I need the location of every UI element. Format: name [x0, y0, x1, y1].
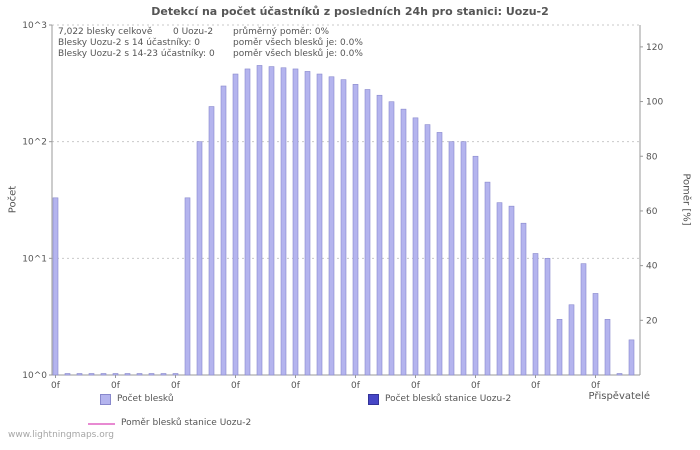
- right-tick-label: 80: [646, 152, 658, 162]
- bar: [136, 373, 143, 376]
- x-tick-label: 0f: [471, 381, 481, 391]
- annotation-average-ratio: průměrný poměr: 0%: [233, 27, 330, 37]
- bar: [244, 68, 251, 376]
- right-tick-label: 40: [646, 262, 658, 272]
- bar: [616, 373, 623, 376]
- legend-swatch-station-strikes: [368, 394, 379, 405]
- annotation-total-strikes: 7,022 blesky celkově: [58, 27, 153, 37]
- bar: [64, 373, 71, 376]
- bar: [100, 373, 107, 376]
- x-tick-label: 0f: [531, 381, 541, 391]
- x-tick-label: 0f: [591, 381, 601, 391]
- bar: [124, 373, 131, 376]
- bar: [280, 67, 287, 376]
- x-tick-label: 0f: [111, 381, 121, 391]
- bar: [196, 141, 203, 376]
- left-tick-label: 10^3: [22, 21, 47, 31]
- bar: [184, 197, 191, 376]
- bar: [172, 373, 179, 376]
- bar: [256, 65, 263, 376]
- bar: [268, 66, 275, 376]
- left-tick-label: 10^1: [22, 254, 47, 264]
- legend-line-station-ratio: [88, 423, 115, 425]
- annotation-station-strikes: 0 Uozu-2: [173, 27, 214, 37]
- bar: [208, 106, 215, 376]
- watermark: www.lightningmaps.org: [8, 430, 114, 440]
- bar: [364, 89, 371, 376]
- y-axis-label-right: Poměr [%]: [680, 173, 692, 226]
- bar: [352, 84, 359, 376]
- annotation-line2-right: poměr všech blesků je: 0.0%: [233, 38, 363, 48]
- x-tick-label: 0f: [51, 381, 61, 391]
- bar: [496, 202, 503, 376]
- bar: [316, 73, 323, 376]
- bar: [340, 79, 347, 376]
- bar: [220, 85, 227, 376]
- bar: [160, 373, 167, 376]
- right-tick-label: 100: [646, 98, 663, 108]
- bar: [532, 253, 539, 376]
- bar: [400, 108, 407, 376]
- bar: [76, 373, 83, 376]
- bar: [88, 373, 95, 376]
- x-tick-label: 0f: [411, 381, 421, 391]
- bar: [52, 197, 59, 376]
- bar: [568, 304, 575, 376]
- annotation-line-1: 7,022 blesky celkově 0 Uozu-2 průměrný p…: [58, 27, 478, 38]
- bar: [604, 319, 611, 376]
- right-tick-label: 20: [646, 316, 658, 326]
- bar: [436, 132, 443, 376]
- bar: [628, 339, 635, 376]
- right-tick-label: 120: [646, 43, 663, 53]
- bar: [556, 319, 563, 376]
- y-axis-label-left: Počet: [7, 185, 19, 214]
- bar: [292, 68, 299, 376]
- bar: [484, 181, 491, 376]
- left-tick-label: 10^0: [22, 371, 47, 381]
- legend-label-station-ratio: Poměr blesků stanice Uozu-2: [121, 418, 252, 428]
- bar: [520, 222, 527, 376]
- annotation-line-3: Blesky Uozu-2 s 14-23 účastníky: 0 poměr…: [58, 49, 478, 60]
- annotation-line2-left: Blesky Uozu-2 s 14 účastníky: 0: [58, 38, 200, 48]
- bar: [592, 293, 599, 376]
- bar: [328, 76, 335, 376]
- bar: [376, 94, 383, 376]
- bar: [508, 205, 515, 376]
- x-tick-label: 0f: [231, 381, 241, 391]
- legend-label-total-strikes: Počet blesků: [117, 394, 174, 404]
- annotation-line3-right: poměr všech blesků je: 0.0%: [233, 49, 363, 59]
- bar: [448, 141, 455, 376]
- annotation-line-2: Blesky Uozu-2 s 14 účastníky: 0 poměr vš…: [58, 38, 478, 49]
- chart-title: Detekcí na počet účastníků z posledních …: [151, 5, 549, 18]
- bar: [412, 117, 419, 376]
- bar: [112, 373, 119, 376]
- bar: [232, 73, 239, 376]
- annotation-line3-left: Blesky Uozu-2 s 14-23 účastníky: 0: [58, 49, 215, 59]
- x-axis-label: Přispěvatelé: [588, 391, 650, 402]
- bar: [544, 258, 551, 376]
- bar: [148, 373, 155, 376]
- legend-label-station-strikes: Počet blesků stanice Uozu-2: [385, 394, 512, 404]
- right-tick-label: 60: [646, 207, 658, 217]
- bar: [460, 141, 467, 376]
- x-tick-label: 0f: [171, 381, 181, 391]
- bar: [580, 263, 587, 376]
- legend-swatch-total-strikes: [100, 394, 111, 405]
- bar: [472, 155, 479, 376]
- left-tick-label: 10^2: [22, 138, 47, 148]
- x-tick-label: 0f: [291, 381, 301, 391]
- bar: [388, 101, 395, 376]
- bar: [424, 124, 431, 376]
- bar: [304, 71, 311, 376]
- x-tick-label: 0f: [351, 381, 361, 391]
